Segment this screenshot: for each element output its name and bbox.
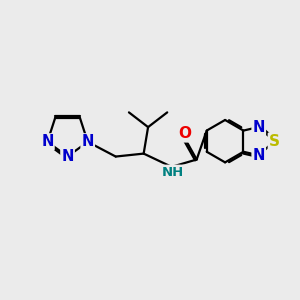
Text: N: N [41, 134, 54, 149]
Text: N: N [253, 119, 265, 134]
Text: N: N [253, 148, 265, 163]
Text: N: N [61, 149, 74, 164]
Text: S: S [269, 134, 280, 149]
Text: N: N [82, 134, 94, 149]
Text: O: O [178, 126, 191, 141]
Text: NH: NH [162, 166, 184, 179]
